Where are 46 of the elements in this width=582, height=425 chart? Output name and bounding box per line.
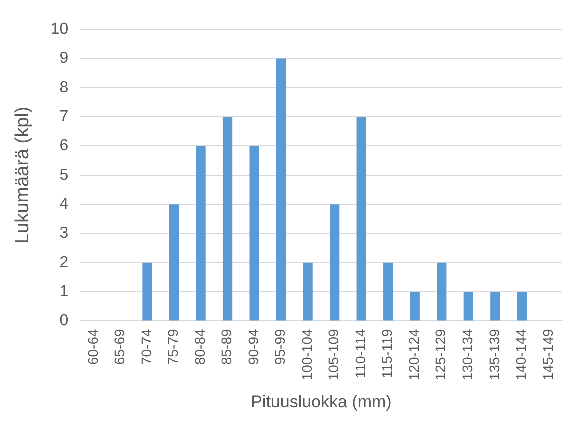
x-tick-label: 130-134 (459, 329, 476, 381)
bar (196, 146, 206, 321)
x-axis-title: Pituusluokka (mm) (251, 392, 392, 412)
y-tick-label: 1 (60, 283, 69, 300)
bar (303, 262, 313, 321)
bar (517, 292, 527, 321)
bar (437, 262, 447, 321)
y-tick-label: 4 (60, 196, 69, 213)
x-tick-label: 65-69 (112, 329, 128, 366)
x-tick-label: 120-124 (406, 329, 422, 381)
x-tick-label: 135-139 (486, 329, 502, 381)
y-tick-label: 9 (60, 50, 69, 68)
x-tick-label: 115-119 (379, 329, 396, 379)
x-tick-label: 90-94 (245, 329, 262, 366)
x-tick-label: 95-99 (272, 329, 288, 366)
bar (142, 262, 152, 321)
bar (169, 204, 180, 321)
y-tick-label: 10 (50, 21, 69, 38)
y-tick-label: 5 (60, 166, 69, 184)
bar (384, 262, 394, 321)
x-tick-label: 100-104 (298, 329, 315, 381)
x-tick-label: 105-109 (326, 329, 342, 381)
x-tick-label: 125-129 (432, 329, 449, 381)
y-tick-label: 8 (60, 79, 69, 96)
x-tick-label: 140-144 (513, 329, 530, 381)
bar (222, 117, 233, 321)
x-tick-label: 70-74 (138, 329, 154, 366)
x-tick-label: 60-64 (84, 329, 101, 366)
bar (464, 292, 474, 321)
y-tick-label: 3 (60, 225, 69, 242)
x-tick-label: 80-84 (192, 329, 208, 366)
x-tick-label: 145-149 (540, 329, 556, 381)
bar (356, 117, 366, 321)
bar (410, 292, 420, 321)
bar (250, 146, 260, 321)
bar (276, 58, 286, 321)
bar (330, 204, 340, 321)
x-tick-label: 110-114 (352, 329, 368, 379)
y-tick-label: 6 (60, 138, 69, 155)
x-tick-label: 75-79 (165, 329, 182, 366)
y-axis-title: Lukumäärä (kpl) (12, 106, 34, 244)
bar (490, 292, 500, 321)
y-tick-label: 7 (60, 108, 69, 126)
y-tick-label: 0 (60, 312, 69, 330)
y-tick-label: 2 (60, 254, 69, 272)
x-tick-label: 85-89 (218, 329, 235, 366)
